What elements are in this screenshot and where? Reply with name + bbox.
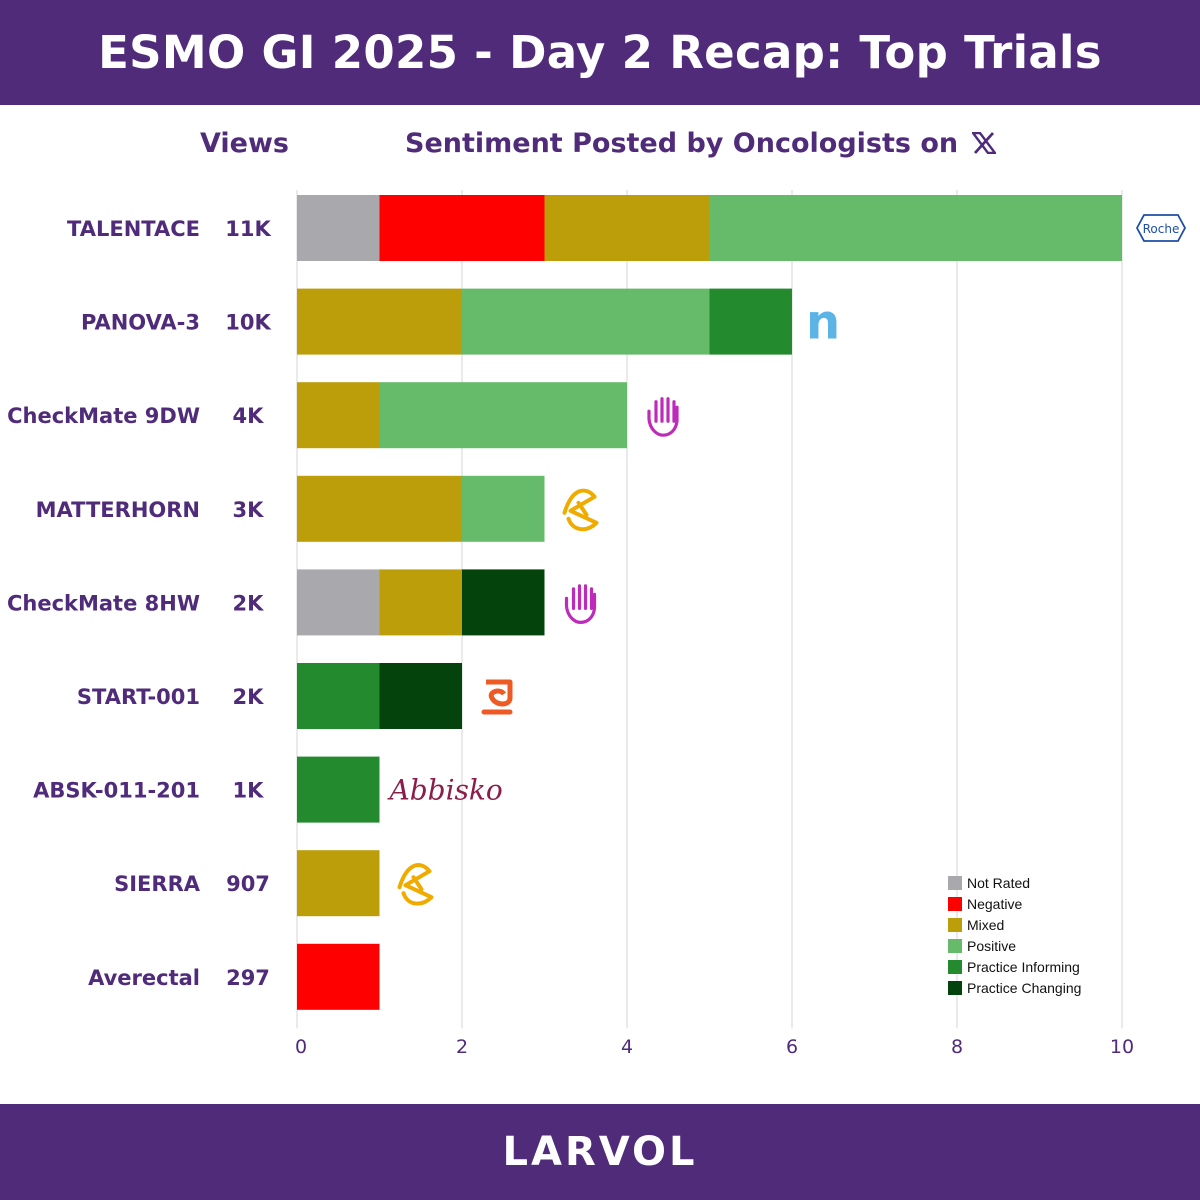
legend-label-positive: Positive [967,937,1017,954]
legend-label-practice-changing: Practice Changing [967,979,1082,996]
trial-label-panova-3: PANOVA-3 [81,311,200,335]
bar-panova-3-practice-informing [709,288,792,355]
bar-absk-011-201-practice-informing [297,756,380,823]
bar-matterhorn-mixed [297,475,462,542]
x-tick-label-4: 4 [621,1036,633,1058]
legend-item-practice-changing: Practice Changing [948,977,1081,998]
sentiment-column-heading: Sentiment Posted by Oncologists on [405,128,997,159]
legend-swatch-mixed [948,917,962,932]
trial-label-talentace: TALENTACE [67,217,200,241]
sentiment-chart: 0 2 4 6 8 10 TALENTACE 11K Roche PANOVA-3 10K n Chec… [7,190,1187,1058]
x-logo-icon [970,131,997,155]
brand-logo-text: LARVOL [502,1129,698,1175]
trial-label-matterhorn: MATTERHORN [36,498,200,522]
svg-text:Roche: Roche [1143,222,1180,236]
legend-label-mixed: Mixed [967,916,1005,933]
stemirna-logo-icon [481,679,513,715]
legend-label-not-rated: Not Rated [967,874,1031,891]
views-count-talentace: 11K [225,217,271,241]
bar-checkmate-9dw-mixed [297,382,380,449]
legend-item-negative: Negative [948,893,1081,914]
legend-swatch-practice-informing [948,959,962,974]
bar-checkmate-8hw-mixed [379,569,462,636]
trial-label-start-001: START-001 [77,685,200,709]
svg-text:Abbisko: Abbisko [387,774,503,807]
views-count-start-001: 2K [233,685,265,709]
bar-talentace-negative [379,195,545,261]
legend-label-negative: Negative [967,895,1023,912]
bar-checkmate-8hw-practice-changing [462,569,545,636]
legend-label-practice-informing: Practice Informing [967,958,1080,975]
legend-swatch-negative [948,896,962,911]
legend-swatch-not-rated [948,875,962,890]
novocure-logo-icon: n [806,295,840,351]
header-banner: ESMO GI 2025 - Day 2 Recap: Top Trials [0,0,1200,105]
x-tick-label-6: 6 [786,1036,798,1058]
bar-talentace-positive [709,195,1122,261]
bar-talentace-mixed [544,195,710,261]
bar-panova-3-positive [462,288,710,355]
views-count-matterhorn: 3K [233,498,265,522]
views-count-checkmate-8hw: 2K [233,591,265,615]
svg-text:n: n [806,295,840,351]
views-count-checkmate-9dw: 4K [233,404,265,428]
trial-label-checkmate-8hw: CheckMate 8HW [7,591,200,615]
views-count-averectal: 297 [226,966,270,990]
trial-label-sierra: SIERRA [114,872,201,896]
legend-item-mixed: Mixed [948,914,1081,935]
chart-legend: Not Rated Negative Mixed Positive Practice I… [948,872,1081,998]
bar-checkmate-8hw-not-rated [297,569,380,636]
footer-banner: LARVOL [0,1104,1200,1200]
legend-item-positive: Positive [948,935,1081,956]
legend-swatch-positive [948,938,962,953]
bms-logo-icon [647,397,679,437]
legend-item-not-rated: Not Rated [948,872,1081,893]
x-tick-label-0: 0 [295,1036,307,1058]
legend-swatch-practice-changing [948,980,962,995]
bms-logo-icon [564,584,597,625]
trial-label-checkmate-9dw: CheckMate 9DW [7,404,200,428]
bar-talentace-not-rated [297,195,380,261]
bar-sierra-mixed [297,850,380,917]
bar-matterhorn-positive [462,475,545,542]
bar-averectal-negative [297,943,380,1010]
views-column-heading: Views [200,128,290,159]
views-count-panova-3: 10K [225,311,271,335]
x-tick-label-2: 2 [456,1036,468,1058]
views-count-absk-011-201: 1K [233,779,265,803]
bar-panova-3-mixed [297,288,462,355]
bar-start-001-practice-changing [379,663,462,729]
trial-label-absk-011-201: ABSK-011-201 [33,779,200,803]
x-tick-label-10: 10 [1110,1036,1134,1058]
bar-start-001-practice-informing [297,663,380,729]
x-tick-label-8: 8 [951,1036,963,1058]
page-title: ESMO GI 2025 - Day 2 Recap: Top Trials [98,26,1102,79]
legend-item-practice-informing: Practice Informing [948,956,1081,977]
sentiment-heading-text: Sentiment Posted by Oncologists on [405,128,959,159]
astrazeneca-logo-icon [397,863,434,906]
trial-label-averectal: Averectal [88,966,200,990]
roche-logo-icon: Roche [1135,214,1187,242]
bar-checkmate-9dw-positive [379,382,627,449]
astrazeneca-logo-icon [562,488,599,532]
abbisko-logo-icon: Abbisko [387,774,503,807]
views-count-sierra: 907 [226,872,270,896]
